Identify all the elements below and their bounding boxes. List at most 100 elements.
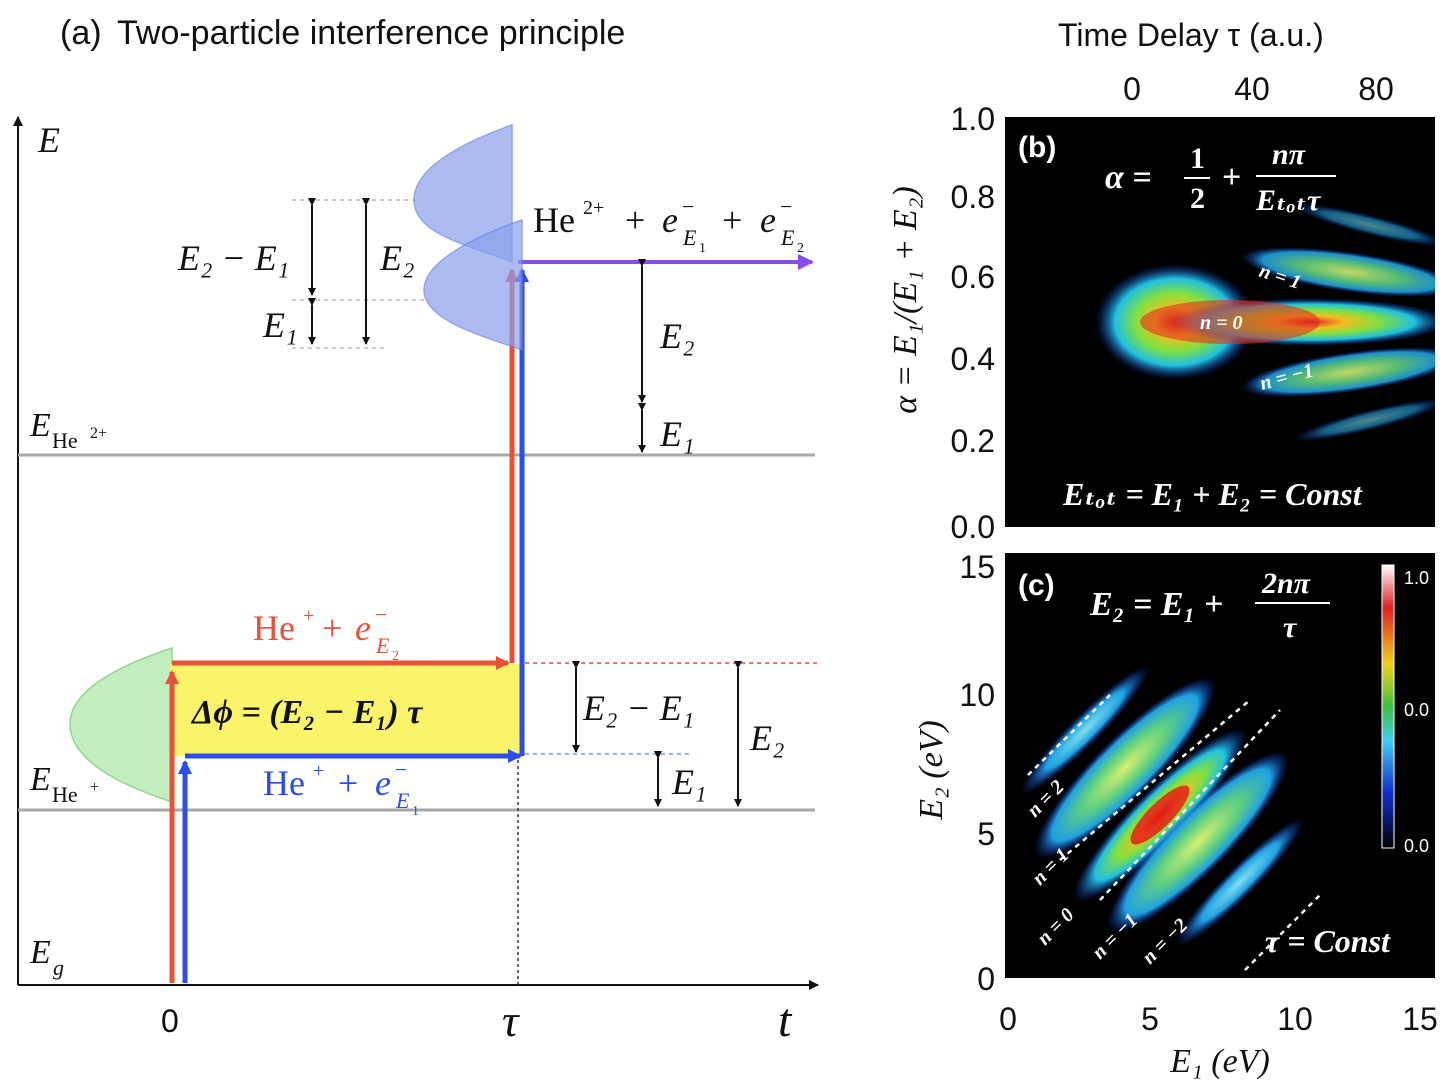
- panel-c-footer: τ = Const: [1265, 923, 1391, 959]
- top-tick-40: 40: [1234, 71, 1270, 107]
- label-e2-top: E₂: [379, 238, 415, 278]
- svg-text:E: E: [395, 788, 410, 813]
- svg-text:E: E: [780, 225, 795, 250]
- svg-text:0.6: 0.6: [951, 259, 995, 295]
- svg-text:5: 5: [977, 816, 995, 852]
- svg-text:0.4: 0.4: [951, 341, 995, 377]
- svg-text:E: E: [29, 761, 51, 798]
- svg-text:He: He: [263, 763, 305, 803]
- dim-arrows-top: [308, 198, 370, 345]
- label-e1-top: E₁: [262, 305, 298, 345]
- svg-text:E: E: [29, 407, 51, 444]
- panel-b-footer: Eₜₒₜ = E₁ + E₂ = Const: [1062, 476, 1363, 512]
- colorbar-tick-mid: 0.0: [1404, 700, 1429, 720]
- panel-c-label: (c): [1018, 569, 1055, 602]
- blue-wavepacket-lower: [423, 218, 523, 352]
- svg-text:g: g: [53, 955, 64, 980]
- svg-text:1: 1: [1190, 142, 1205, 175]
- svg-text:Eₜₒₜτ: Eₜₒₜτ: [1255, 184, 1322, 217]
- svg-text:5: 5: [1141, 1001, 1159, 1037]
- colorbar-tick-top: 1.0: [1404, 568, 1429, 588]
- panel-c-xlabel: E₁ (eV): [1169, 1043, 1270, 1080]
- svg-text:0: 0: [999, 1001, 1017, 1037]
- panel-c-xticks: 0 5 10 15: [999, 1001, 1438, 1037]
- panel-b-heatmap: [1095, 203, 1435, 442]
- top-ticks: 0 40 80: [1123, 71, 1394, 107]
- dim-arrows-right: [572, 259, 742, 807]
- svg-text:e: e: [662, 200, 678, 240]
- top-tick-80: 80: [1358, 71, 1394, 107]
- panel-a-label: (a): [60, 14, 102, 52]
- panel-b-label: (b): [1018, 131, 1056, 164]
- level-label-he2: E He 2+: [29, 407, 107, 453]
- svg-text:2: 2: [392, 649, 399, 664]
- svg-text:He: He: [533, 200, 575, 240]
- colorbar-tick-bottom: 0.0: [1404, 836, 1429, 856]
- svg-text:E: E: [29, 934, 51, 971]
- svg-text:0.0: 0.0: [951, 509, 995, 545]
- svg-text:2nπ: 2nπ: [1261, 567, 1311, 600]
- svg-text:E: E: [682, 225, 697, 250]
- label-e2-minus-e1-mid: E₂ − E₁: [582, 688, 694, 728]
- svg-text:+: +: [625, 200, 645, 240]
- panel-c-yticks: 15 10 5 0: [959, 549, 995, 997]
- top-tick-0: 0: [1123, 71, 1141, 107]
- svg-text:2+: 2+: [90, 425, 107, 442]
- svg-text:+: +: [313, 760, 324, 782]
- ridge-b-n0: n = 0: [1200, 312, 1243, 334]
- svg-text:He: He: [253, 608, 295, 648]
- svg-text:1.0: 1.0: [951, 101, 995, 137]
- svg-text:E₂ = E₁ +: E₂ = E₁ +: [1089, 586, 1223, 623]
- svg-text:−: −: [780, 194, 792, 219]
- svg-text:2+: 2+: [583, 197, 604, 219]
- svg-text:e: e: [760, 200, 776, 240]
- svg-text:nπ: nπ: [1272, 138, 1306, 171]
- svg-text:10: 10: [1277, 1001, 1313, 1037]
- svg-text:2: 2: [797, 241, 804, 256]
- svg-text:τ: τ: [1283, 611, 1298, 644]
- time-axis-label: t: [778, 994, 793, 1047]
- energy-axis-label: E: [37, 120, 60, 160]
- svg-text:α =: α =: [1105, 159, 1152, 196]
- panel-c-formula: E₂ = E₁ + 2nπ τ: [1089, 567, 1330, 644]
- svg-text:E: E: [375, 633, 390, 658]
- svg-text:e: e: [355, 608, 371, 648]
- label-e1-right: E₁: [659, 414, 695, 454]
- svg-text:He: He: [52, 782, 78, 807]
- tick-tau: τ: [502, 995, 520, 1046]
- svg-text:+: +: [722, 200, 742, 240]
- panel-c-heatmap: [1020, 665, 1321, 971]
- channel-label-red: He + + e − E 2: [253, 602, 399, 664]
- channel-label-blue: He + + e − E 1: [263, 757, 419, 819]
- phase-box: [170, 664, 525, 756]
- level-label-he-plus: E He +: [29, 761, 99, 807]
- top-axis-title: Time Delay τ (a.u.): [1058, 17, 1324, 53]
- svg-text:15: 15: [959, 549, 995, 585]
- svg-text:+: +: [1222, 159, 1241, 196]
- panel-b-ylabel: α = E₁/(E₁ + E₂): [887, 186, 924, 414]
- label-e2-minus-e1-top: E₂ − E₁: [177, 238, 289, 278]
- label-e1-mid: E₁: [671, 762, 707, 802]
- tick-zero: 0: [161, 1003, 179, 1039]
- panel-b-yticks: 1.0 0.8 0.6 0.4 0.2 0.0: [951, 101, 995, 545]
- svg-text:e: e: [375, 763, 391, 803]
- svg-text:−: −: [682, 194, 694, 219]
- svg-text:−: −: [375, 602, 387, 627]
- label-e2-mid: E₂: [749, 718, 785, 758]
- svg-text:+: +: [322, 608, 342, 648]
- svg-text:10: 10: [959, 677, 995, 713]
- colorbar: [1381, 564, 1395, 849]
- svg-text:15: 15: [1402, 1001, 1438, 1037]
- svg-text:0.2: 0.2: [951, 423, 995, 459]
- panel-a-title: Two-particle interference principle: [117, 14, 625, 52]
- panel-c-ylabel: E₂ (eV): [913, 720, 950, 821]
- label-e2-right: E₂: [659, 316, 695, 356]
- svg-text:0: 0: [977, 961, 995, 997]
- phase-formula: Δϕ = (E₂ − E₁) τ: [190, 694, 423, 731]
- svg-text:1: 1: [699, 241, 706, 256]
- svg-text:+: +: [90, 779, 99, 796]
- level-label-g: E g: [29, 934, 64, 980]
- svg-text:+: +: [338, 763, 358, 803]
